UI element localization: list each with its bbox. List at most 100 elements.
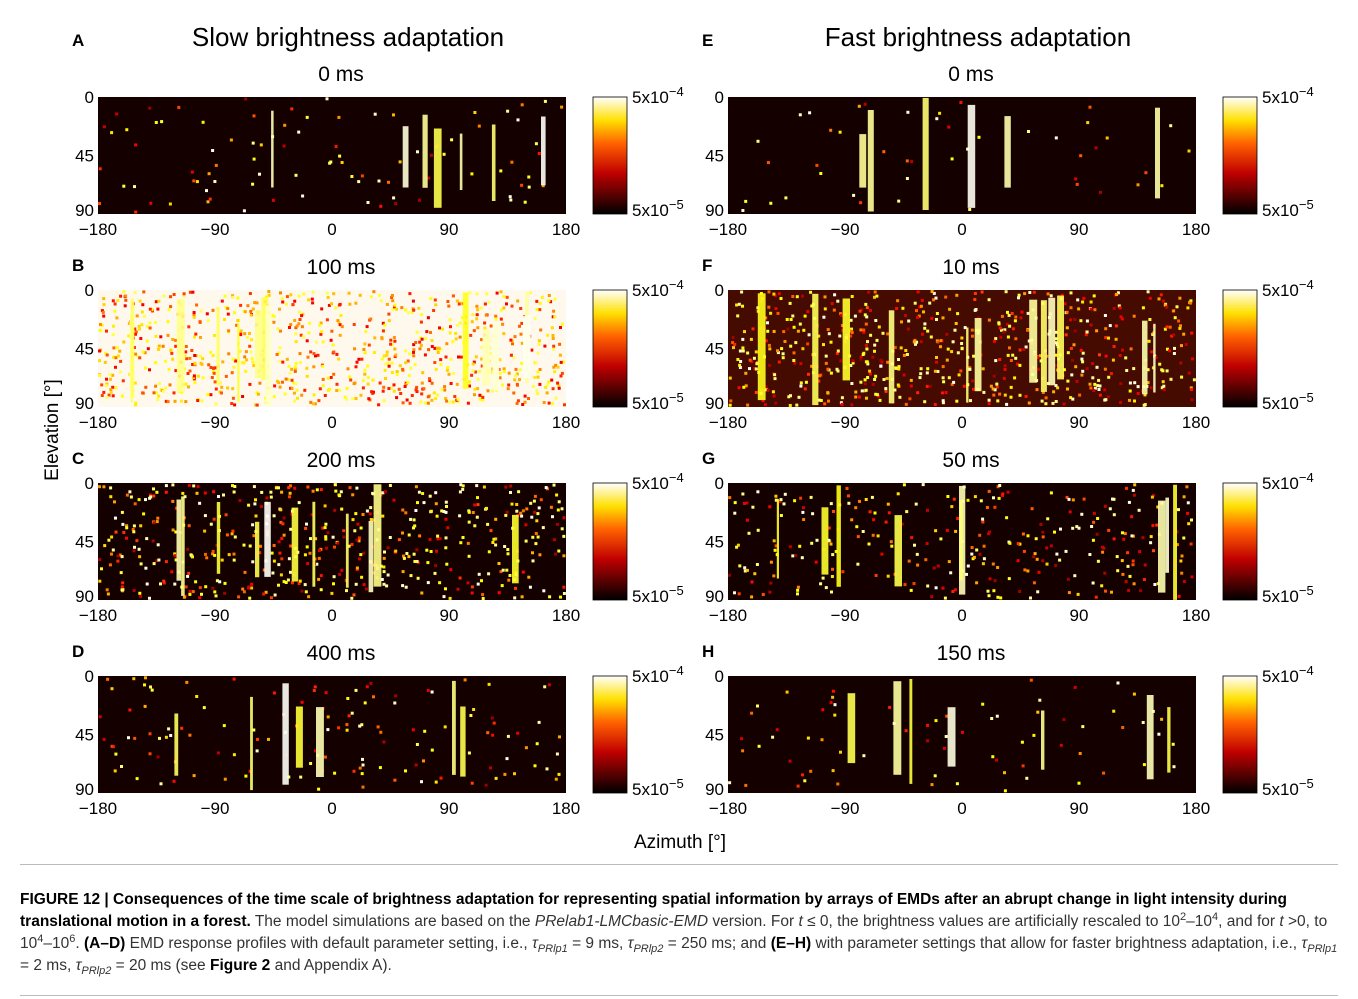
heatmap-speckle (198, 354, 202, 358)
heatmap-speckle (953, 328, 957, 332)
heatmap-speckle (507, 578, 511, 582)
heatmap-speckle (896, 492, 900, 496)
heatmap-speckle (517, 490, 521, 494)
heatmap-speckle (1004, 290, 1008, 294)
heatmap-speckle (1120, 317, 1124, 321)
heatmap-speckle (925, 384, 929, 388)
heatmap-speckle (120, 394, 124, 398)
heatmap-speckle (905, 353, 909, 356)
heatmap-speckle (1066, 351, 1070, 355)
heatmap-speckle (107, 393, 111, 397)
heatmap-speckle (293, 367, 297, 371)
heatmap-speckle (151, 539, 155, 543)
heatmap-speckle (802, 328, 806, 332)
heatmap-speckle (868, 372, 872, 376)
heatmap-speckle (207, 172, 211, 176)
heatmap-speckle (966, 498, 970, 502)
heatmap-speckle (401, 584, 405, 588)
y-tick-label: 45 (705, 726, 724, 745)
heatmap-speckle (1016, 362, 1020, 366)
heatmap-speckle (509, 198, 513, 202)
heatmap-speckle (777, 292, 781, 296)
heatmap-speckle (543, 685, 547, 689)
heatmap-speckle (875, 294, 879, 298)
colorbar-label: 5x10−5 (632, 197, 684, 220)
heatmap-speckle (1001, 492, 1005, 496)
heatmap-speckle (393, 303, 397, 307)
heatmap-speckle (156, 516, 160, 520)
heatmap-speckle (272, 395, 276, 399)
heatmap-speckle (311, 489, 315, 493)
heatmap-speckle (949, 571, 953, 575)
heatmap-speckle (563, 403, 566, 407)
heatmap-speckle (916, 290, 920, 294)
heatmap-speckle (313, 749, 317, 753)
heatmap-speckle (562, 554, 566, 558)
caption: FIGURE 12 | Consequences of the time sca… (20, 864, 1338, 996)
heatmap-speckle (733, 501, 737, 505)
heatmap-speckle (501, 383, 504, 387)
heatmap-speckle (98, 359, 102, 363)
heatmap-speckle (849, 364, 853, 367)
heatmap-speckle (559, 360, 563, 364)
heatmap-speckle (251, 307, 255, 311)
heatmap-speckle (187, 385, 190, 389)
heatmap-speckle (311, 301, 315, 305)
heatmap-speckle (127, 334, 131, 338)
heatmap-speckle (468, 291, 472, 295)
heatmap-speckle (442, 510, 446, 513)
colorbar (592, 289, 628, 408)
heatmap-speckle (294, 382, 298, 386)
heatmap-speckle (335, 352, 339, 356)
heatmap-speckle (404, 349, 408, 353)
heatmap-speckle (102, 485, 106, 489)
heatmap-speckle (789, 318, 793, 321)
heatmap-speckle (204, 552, 207, 556)
heatmap-speckle (849, 318, 853, 322)
heatmap-speckle (412, 350, 415, 354)
heatmap-speckle (1081, 369, 1085, 373)
heatmap-streak (1048, 297, 1056, 386)
colorbar-label-base: 5x10 (632, 667, 669, 686)
heatmap-speckle (557, 384, 561, 388)
heatmap-speckle (847, 494, 850, 498)
heatmap-speckle (192, 311, 196, 314)
heatmap-speckle (920, 299, 924, 302)
heatmap-speckle (432, 309, 436, 312)
heatmap-speckle (1035, 557, 1039, 561)
heatmap-speckle (134, 210, 138, 214)
heatmap-speckle (847, 501, 851, 505)
heatmap-speckle (184, 345, 188, 348)
heatmap-speckle (562, 516, 566, 520)
heatmap-speckle (956, 517, 960, 520)
heatmap-speckle (766, 321, 769, 325)
heatmap-speckle (277, 351, 281, 355)
heatmap-speckle (772, 539, 776, 543)
heatmap-speckle (955, 782, 959, 786)
heatmap-speckle (516, 399, 520, 403)
heatmap-speckle (1064, 549, 1068, 553)
x-tick-label: −180 (79, 413, 117, 432)
heatmap-speckle (553, 297, 557, 301)
heatmap-speckle (930, 783, 934, 787)
heatmap-speckle (309, 762, 313, 765)
heatmap-speckle (393, 778, 397, 782)
heatmap-speckle (774, 544, 778, 548)
heatmap-speckle (139, 524, 143, 528)
heatmap-speckle (873, 511, 877, 515)
heatmap-speckle (351, 397, 355, 401)
heatmap-speckle (521, 403, 525, 406)
heatmap-speckle (1088, 105, 1092, 109)
heatmap-speckle (285, 295, 289, 299)
heatmap-speckle (538, 308, 542, 312)
heatmap-speckle (405, 552, 409, 555)
heatmap-speckle (513, 378, 517, 382)
heatmap-speckle (324, 537, 328, 541)
heatmap-speckle (255, 403, 259, 407)
caption-run: PRlp1 (1307, 943, 1338, 956)
heatmap-speckle (241, 587, 245, 591)
heatmap-speckle (973, 298, 977, 301)
heatmap-speckle (995, 382, 999, 386)
heatmap-speckle (1008, 346, 1011, 350)
heatmap-speckle (1177, 594, 1181, 598)
